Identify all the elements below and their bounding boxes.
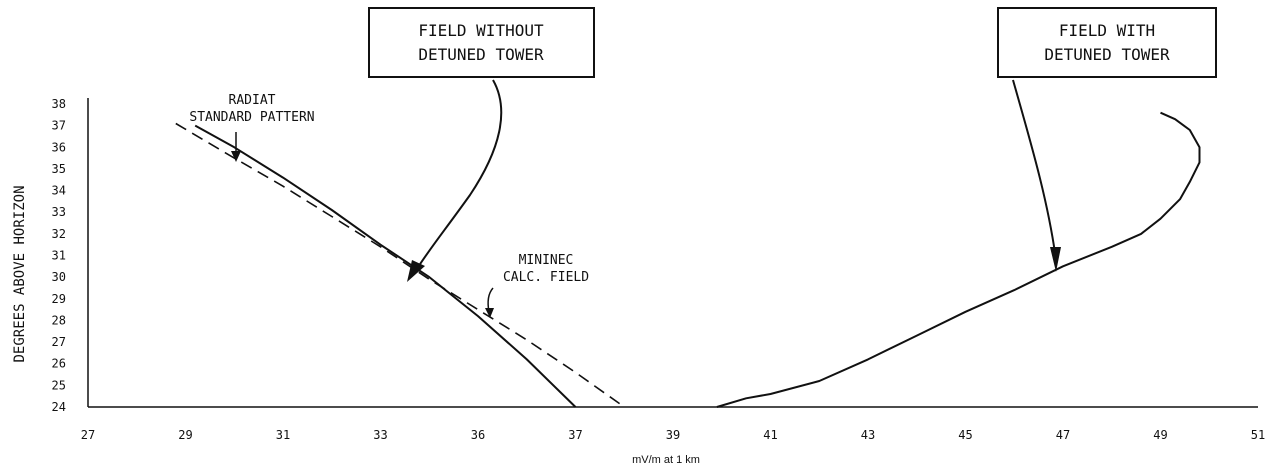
annotation-field-without-detuned-tower: FIELD WITHOUT DETUNED TOWER xyxy=(368,7,595,282)
x-tick-label: 39 xyxy=(666,428,680,442)
annotation-radiat-standard-pattern: RADIAT STANDARD PATTERN xyxy=(189,93,315,162)
arrowhead-field-without xyxy=(407,260,425,282)
annotation-mininec-calc-field: MININEC CALC. FIELD xyxy=(485,253,589,318)
series-line-2 xyxy=(716,111,1201,408)
y-tick-label: 36 xyxy=(52,140,66,154)
arrow-field-with xyxy=(1012,79,1057,261)
plot-layer: 24 25 26 27 28 29 30 31 32 33 34 35 36 37 38 27 29 31 33 36… xyxy=(52,97,1266,442)
y-tick-label: 38 xyxy=(52,97,66,111)
annotation-mininec-line-2: CALC. FIELD xyxy=(503,270,589,285)
annotation-radiat-line-1: RADIAT xyxy=(229,93,276,108)
x-tick-label: 37 xyxy=(568,428,582,442)
y-tick-label: 25 xyxy=(52,378,66,392)
x-tick-label: 51 xyxy=(1251,428,1265,442)
y-tick-label: 24 xyxy=(52,400,66,414)
annotation-radiat-line-2: STANDARD PATTERN xyxy=(189,110,314,125)
x-tick-label: 27 xyxy=(81,428,95,442)
x-tick-label: 41 xyxy=(763,428,777,442)
x-tick-label: 47 xyxy=(1056,428,1070,442)
y-tick-label: 34 xyxy=(52,184,66,198)
box-field-with xyxy=(997,7,1217,78)
arrow-field-without xyxy=(414,79,503,273)
y-tick-label: 37 xyxy=(52,119,66,133)
x-axis-label: mV/m at 1 km xyxy=(632,454,700,466)
x-tick-label: 29 xyxy=(178,428,192,442)
x-tick-label: 45 xyxy=(958,428,972,442)
y-tick-label: 29 xyxy=(52,292,66,306)
arrowhead-mininec xyxy=(485,308,494,318)
x-tick-label: 43 xyxy=(861,428,875,442)
y-tick-label: 30 xyxy=(52,270,66,284)
x-tick-label: 33 xyxy=(373,428,387,442)
box-field-without-line-1: FIELD WITHOUT xyxy=(418,21,544,40)
box-field-without xyxy=(368,7,595,78)
y-axis-label: DEGREES ABOVE HORIZON xyxy=(12,185,28,362)
arrowhead-radiat xyxy=(231,151,241,162)
y-tick-label: 31 xyxy=(52,249,66,263)
x-tick-label: 49 xyxy=(1153,428,1167,442)
box-field-with-line-1: FIELD WITH xyxy=(1059,21,1155,40)
box-field-without-line-2: DETUNED TOWER xyxy=(418,45,544,64)
x-tick-label: 36 xyxy=(471,428,485,442)
x-tick-label: 31 xyxy=(276,428,290,442)
box-field-with-line-2: DETUNED TOWER xyxy=(1044,45,1170,64)
y-tick-label: 32 xyxy=(52,227,66,241)
annotation-mininec-line-1: MININEC xyxy=(519,253,574,268)
annotation-field-with-detuned-tower: FIELD WITH DETUNED TOWER xyxy=(997,7,1217,272)
y-tick-label: 27 xyxy=(52,335,66,349)
y-tick-label: 35 xyxy=(52,162,66,176)
y-tick-label: 28 xyxy=(52,313,66,327)
arrowhead-field-with xyxy=(1050,247,1061,272)
series-line-0 xyxy=(194,124,577,408)
series-line-1 xyxy=(175,122,625,408)
y-tick-label: 33 xyxy=(52,205,66,219)
y-tick-label: 26 xyxy=(52,357,66,371)
